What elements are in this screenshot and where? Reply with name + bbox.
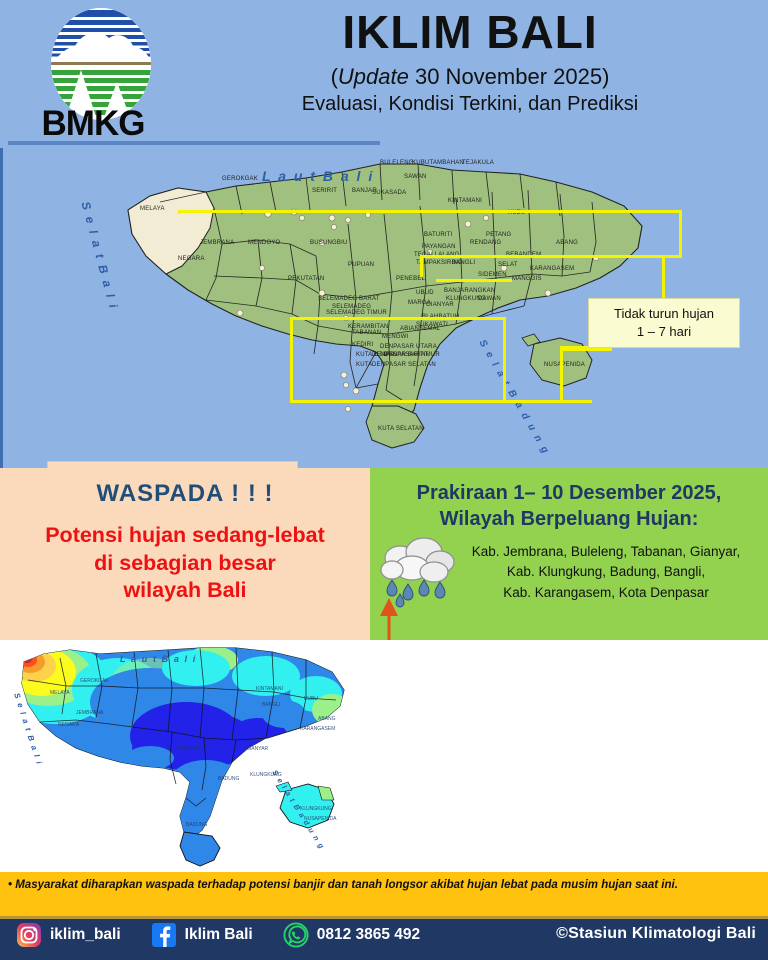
- forecast-title-line2: Wilayah Berpeluang Hujan:: [439, 508, 699, 530]
- title-block: IKLIM BALI (Update 30 November 2025) Eva…: [190, 6, 750, 117]
- whatsapp-link[interactable]: 0812 3865 492: [283, 922, 420, 948]
- svg-text:KUBU: KUBU: [304, 696, 318, 702]
- notice-text: • Masyarakat diharapkan waspada terhadap…: [8, 879, 678, 891]
- bmkg-logo-text: BMKG: [41, 104, 146, 143]
- dry-zone-line-mid: [420, 255, 682, 258]
- svg-text:BADUNG: BADUNG: [218, 776, 240, 782]
- dry-callout-leader-v: [662, 258, 665, 310]
- bmkg-logo-graphic: [51, 8, 151, 120]
- wet-zone-line-top: [290, 317, 506, 320]
- svg-text:ABANG: ABANG: [318, 716, 336, 722]
- svg-text:NEGARA: NEGARA: [58, 722, 80, 728]
- wet-zone-line-left: [290, 317, 293, 403]
- paren-open: (: [330, 63, 338, 89]
- svg-text:TABANAN: TABANAN: [176, 746, 200, 752]
- facebook-icon[interactable]: [151, 922, 177, 948]
- facebook-link[interactable]: Iklim Bali: [151, 922, 253, 948]
- update-line: (Update 30 November 2025): [190, 63, 750, 91]
- forecast-areas-line3: Kab. Karangasem, Kota Denpasar: [503, 584, 709, 600]
- social-links: iklim_bali Iklim Bali 0812 3865 492: [16, 922, 450, 948]
- forecast-title-line1: Prakiraan 1– 10 Desember 2025,: [416, 482, 722, 504]
- forecast-areas-line2: Kab. Klungkung, Badung, Bangli,: [506, 564, 706, 580]
- forecast-areas-line1: Kab. Jembrana, Buleleng, Tabanan, Gianya…: [471, 544, 741, 559]
- waspada-body: Potensi hujan sedang-lebat di sebagian b…: [0, 508, 370, 605]
- callout-no-rain-line2: 1 – 7 hari: [636, 324, 692, 339]
- dry-zone-line-step: [420, 255, 423, 277]
- instagram-link[interactable]: iklim_bali: [16, 922, 121, 948]
- wet-zone-line-east: [560, 348, 563, 403]
- forecast-areas: Kab. Jembrana, Buleleng, Tabanan, Gianya…: [370, 532, 768, 603]
- svg-text:BADUNG: BADUNG: [186, 822, 208, 828]
- bmkg-logo: BMKG: [33, 8, 153, 143]
- callout-no-rain: Tidak turun hujan 1 – 7 hari: [588, 298, 740, 348]
- svg-text:GEROKGAK: GEROKGAK: [80, 678, 109, 684]
- dry-zone-line-left: [178, 210, 181, 214]
- wet-zone-line-east-top: [560, 348, 612, 351]
- map-section-left-edge: [0, 148, 3, 468]
- svg-text:BANGLI: BANGLI: [262, 702, 280, 708]
- waspada-body-line2: di sebagian besar: [94, 550, 276, 575]
- instagram-icon[interactable]: [16, 922, 42, 948]
- svg-text:L a u t B a l i: L a u t B a l i: [120, 654, 197, 664]
- copyright-text: ©Stasiun Klimatologi Bali: [556, 925, 756, 942]
- dry-zone-line-right: [679, 210, 682, 258]
- waspada-panel: WASPADA ! ! ! Potensi hujan sedang-lebat…: [0, 468, 370, 640]
- svg-text:MELAYA: MELAYA: [50, 690, 70, 696]
- svg-text:GIANYAR: GIANYAR: [246, 746, 269, 752]
- update-date: 30 November 2025): [408, 63, 610, 89]
- forecast-title: Prakiraan 1– 10 Desember 2025, Wilayah B…: [370, 468, 768, 532]
- wet-zone-line-north: [436, 279, 512, 282]
- footer-bar: [0, 916, 768, 960]
- waspada-body-line3: wilayah Bali: [123, 578, 247, 603]
- dry-zone-line-top: [178, 210, 682, 213]
- page-title: IKLIM BALI: [342, 6, 598, 58]
- svg-text:KLUNGKUNG: KLUNGKUNG: [250, 772, 282, 778]
- waspada-heading: WASPADA ! ! !: [96, 480, 274, 507]
- rain-cloud-icon: [380, 537, 455, 608]
- lower-section: L a u t B a l i S e l a t B a l i S e l …: [0, 640, 768, 872]
- wet-callout-leader: [560, 346, 596, 349]
- header: BMKG IKLIM BALI (Update 30 November 2025…: [0, 0, 768, 154]
- svg-text:NUSAPENIDA: NUSAPENIDA: [304, 816, 337, 822]
- svg-text:KARANGASEM: KARANGASEM: [300, 726, 335, 732]
- header-rule-blue: [8, 141, 380, 145]
- whatsapp-number[interactable]: 0812 3865 492: [316, 926, 421, 943]
- whatsapp-icon[interactable]: [283, 922, 309, 948]
- waspada-body-line1: Potensi hujan sedang-lebat: [45, 523, 325, 547]
- facebook-handle[interactable]: Iklim Bali: [184, 926, 253, 943]
- svg-text:JEMBRANA: JEMBRANA: [76, 710, 104, 716]
- instagram-handle[interactable]: iklim_bali: [50, 926, 121, 943]
- update-word: Update: [337, 63, 409, 89]
- rainfall-probability-map: L a u t B a l i S e l a t B a l i S e l …: [12, 647, 345, 867]
- subtitle: Evaluasi, Kondisi Terkini, dan Prediksi: [301, 93, 639, 116]
- wet-zone-line-bottom: [290, 400, 592, 403]
- svg-text:KINTAMANI: KINTAMANI: [256, 686, 283, 692]
- station-data-box: Data Stasiun Klimatologi Bali (21 – 30 N…: [47, 461, 298, 468]
- wet-zone-line-right: [503, 317, 506, 403]
- map-section: L a u t B a l i S e l a t B a l i S e l …: [0, 148, 768, 468]
- notice-bar: • Masyarakat diharapkan waspada terhadap…: [0, 872, 768, 916]
- bmkg-logo-disc: [51, 8, 151, 120]
- svg-text:KLUNGKUNG: KLUNGKUNG: [300, 806, 332, 812]
- callout-no-rain-line1: Tidak turun hujan: [614, 306, 714, 322]
